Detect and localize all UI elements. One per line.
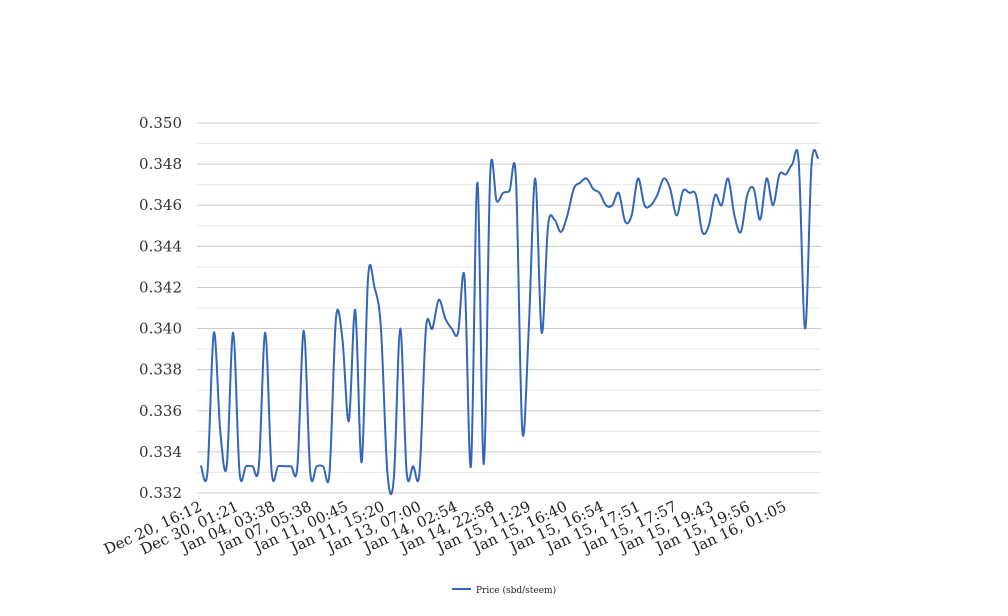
y-tick-label: 0.342 [139, 278, 182, 296]
chart-gridlines [197, 122, 821, 494]
y-tick-label: 0.332 [139, 484, 182, 502]
y-tick-label: 0.350 [139, 114, 182, 132]
y-tick-label: 0.344 [139, 237, 182, 255]
price-series-line[interactable] [200, 148, 819, 495]
y-tick-label: 0.348 [139, 155, 182, 173]
y-axis-tick-labels: 0.332 0.334 0.336 0.338 0.340 0.342 0.344 0.346… [139, 114, 182, 502]
y-tick-label: 0.338 [139, 361, 182, 379]
legend-label: Price (sbd/steem) [476, 585, 556, 596]
chart-legend[interactable]: Price (sbd/steem) [452, 585, 556, 596]
y-tick-label: 0.334 [139, 443, 182, 461]
chart-series [200, 148, 819, 495]
y-tick-label: 0.340 [139, 320, 182, 338]
y-tick-label: 0.336 [139, 402, 182, 420]
y-tick-label: 0.346 [139, 196, 182, 214]
